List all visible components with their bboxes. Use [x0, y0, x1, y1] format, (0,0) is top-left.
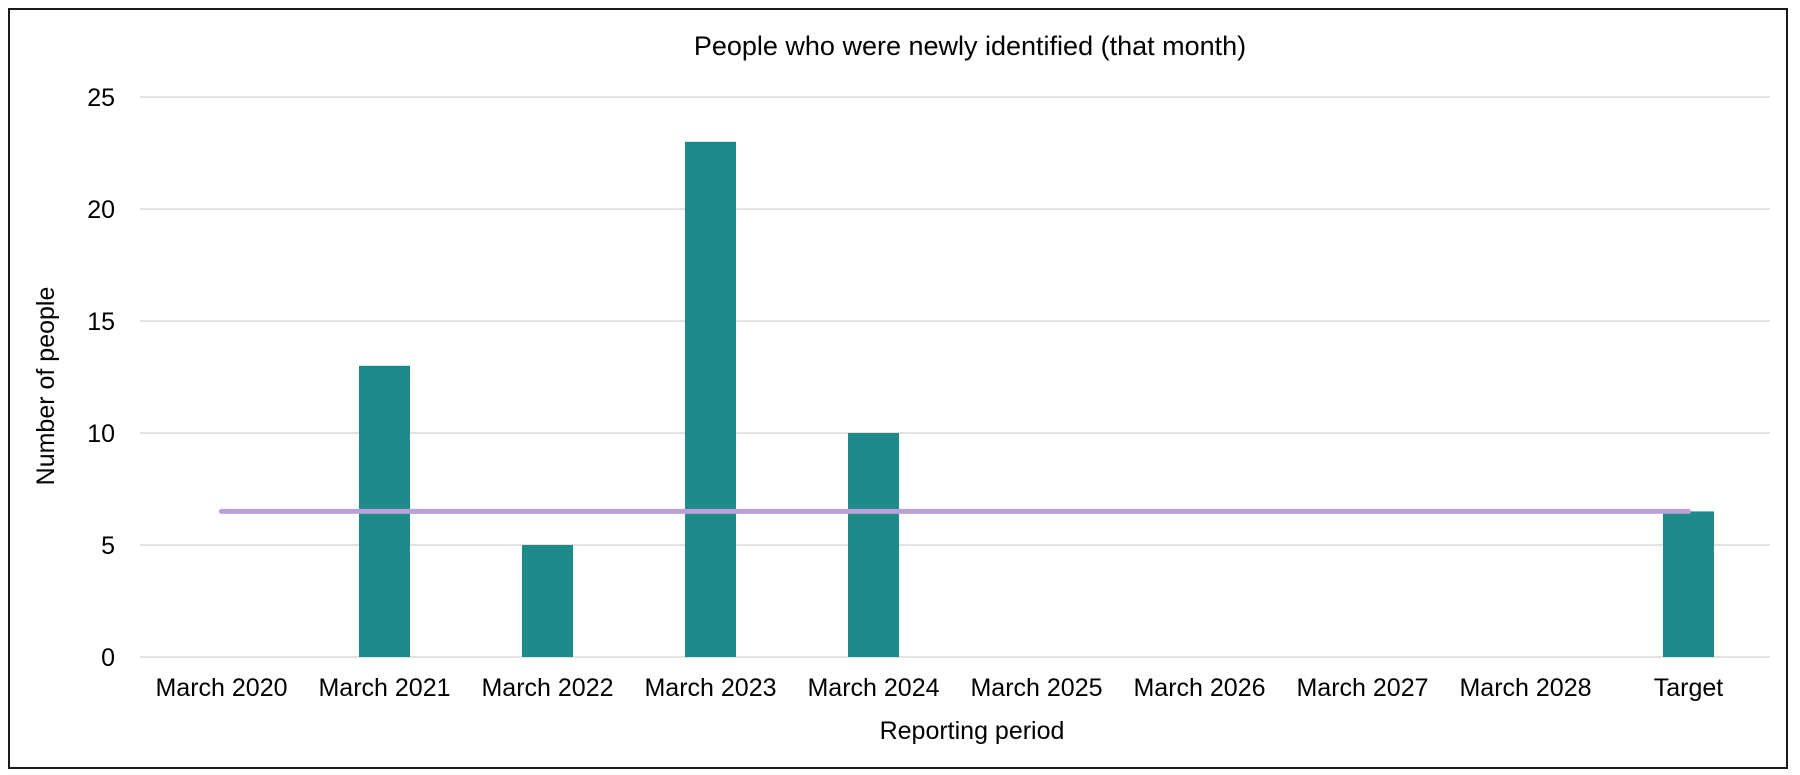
- bar-chart: People who were newly identified (that m…: [32, 31, 1770, 745]
- x-tick-label: March 2020: [155, 674, 287, 702]
- gridlines: [140, 96, 1770, 658]
- chart-frame: People who were newly identified (that m…: [8, 8, 1788, 769]
- y-axis-ticks: 0 5 10 15 20 25: [87, 84, 115, 672]
- y-tick-label: 15: [87, 308, 115, 336]
- y-tick-label: 0: [101, 644, 115, 672]
- x-tick-label: March 2026: [1133, 674, 1265, 702]
- x-tick-label: March 2028: [1459, 674, 1591, 702]
- x-tick-label: Target: [1654, 674, 1724, 702]
- y-tick-label: 5: [101, 532, 115, 560]
- x-tick-label: March 2023: [644, 674, 776, 702]
- x-tick-label: March 2024: [807, 674, 939, 702]
- y-tick-label: 25: [87, 84, 115, 112]
- x-tick-label: March 2022: [481, 674, 613, 702]
- x-axis-label: Reporting period: [880, 717, 1065, 745]
- chart-title: People who were newly identified (that m…: [694, 31, 1246, 61]
- y-tick-label: 20: [87, 196, 115, 224]
- y-axis-label: Number of people: [32, 287, 60, 486]
- bar: [1663, 511, 1714, 657]
- bar: [522, 545, 573, 657]
- x-tick-label: March 2027: [1296, 674, 1428, 702]
- bar: [685, 141, 736, 658]
- x-tick-label: March 2021: [318, 674, 450, 702]
- x-axis-ticks: March 2020 March 2021 March 2022 March 2023…: [155, 674, 1723, 702]
- bar: [848, 433, 899, 657]
- y-tick-label: 10: [87, 420, 115, 448]
- bars: [359, 141, 1714, 658]
- x-tick-label: March 2025: [970, 674, 1102, 702]
